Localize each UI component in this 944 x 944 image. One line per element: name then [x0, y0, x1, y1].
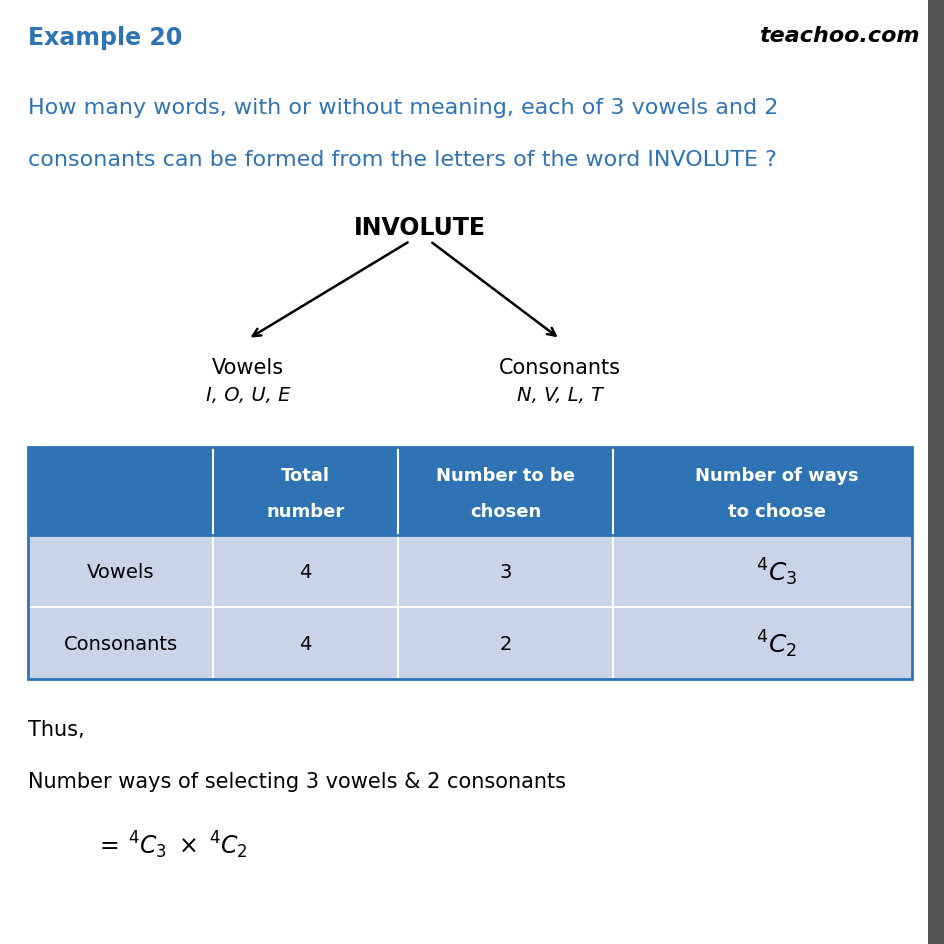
Text: $^{4}C_{2}$: $^{4}C_{2}$ — [755, 628, 796, 659]
Bar — [927, 0, 944, 944]
Text: Number ways of selecting 3 vowels & 2 consonants: Number ways of selecting 3 vowels & 2 co… — [28, 771, 565, 791]
Text: chosen: chosen — [469, 502, 541, 520]
Text: Vowels: Vowels — [211, 358, 284, 378]
Text: Vowels: Vowels — [87, 562, 154, 581]
Bar — [28, 447, 911, 535]
Bar — [28, 607, 911, 680]
Text: How many words, with or without meaning, each of 3 vowels and 2: How many words, with or without meaning,… — [28, 98, 778, 118]
Text: Thus,: Thus, — [28, 719, 85, 739]
Text: Number of ways: Number of ways — [694, 466, 857, 484]
Text: Consonants: Consonants — [498, 358, 620, 378]
Text: 2: 2 — [498, 633, 511, 653]
Text: number: number — [266, 502, 345, 520]
Text: I, O, U, E: I, O, U, E — [206, 385, 290, 405]
Text: 4: 4 — [299, 562, 312, 581]
Text: Total: Total — [280, 466, 329, 484]
Text: consonants can be formed from the letters of the word INVOLUTE ?: consonants can be formed from the letter… — [28, 150, 776, 170]
Text: $^{4}C_{3}$: $^{4}C_{3}$ — [755, 556, 797, 587]
Bar — [28, 535, 911, 607]
Text: Example 20: Example 20 — [28, 26, 182, 50]
Text: Number to be: Number to be — [435, 466, 574, 484]
Text: $= \,^4C_3 \;\times\; ^4C_2$: $= \,^4C_3 \;\times\; ^4C_2$ — [95, 829, 247, 861]
Text: to choose: to choose — [727, 502, 824, 520]
Text: INVOLUTE: INVOLUTE — [354, 216, 485, 240]
Bar — [28, 447, 911, 680]
Text: teachoo.com: teachoo.com — [759, 26, 919, 46]
Text: N, V, L, T: N, V, L, T — [516, 385, 602, 405]
Text: 3: 3 — [498, 562, 511, 581]
Text: 4: 4 — [299, 633, 312, 653]
Text: Consonants: Consonants — [63, 633, 177, 653]
